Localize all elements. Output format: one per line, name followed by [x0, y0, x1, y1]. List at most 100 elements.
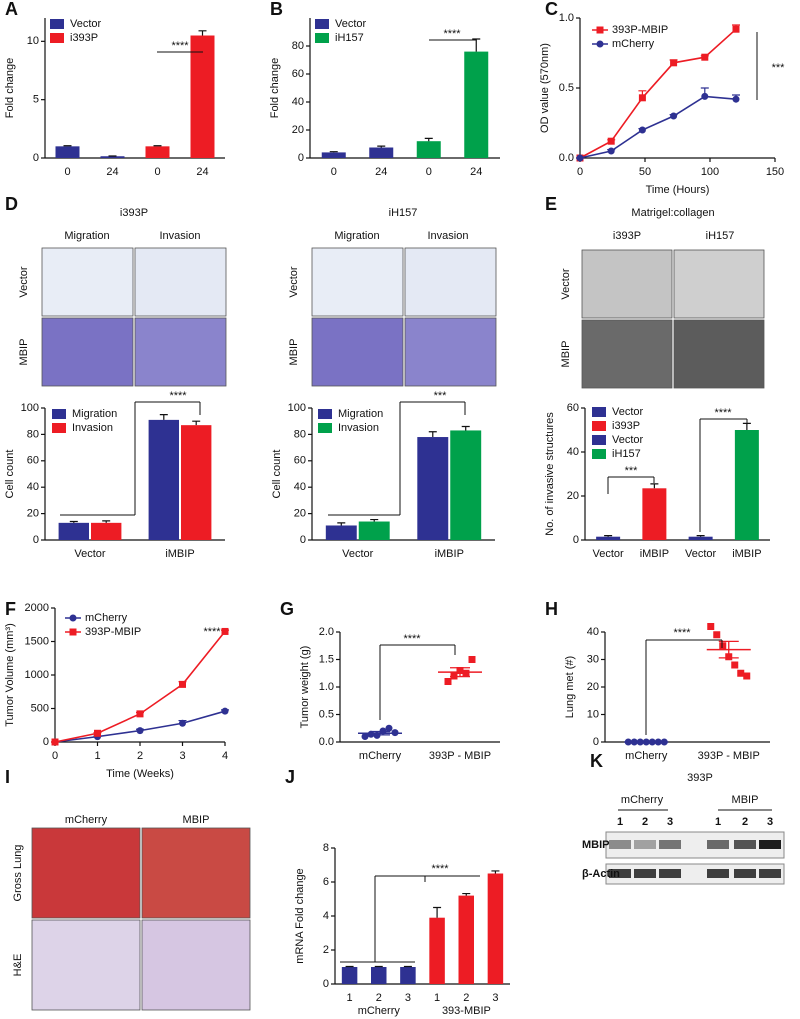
y-tick-label: 60: [567, 402, 579, 414]
legend-label: Invasion: [72, 422, 113, 434]
sem-bar: [370, 730, 390, 736]
photo: [141, 919, 251, 1011]
blot-band: [609, 840, 631, 849]
marker: [361, 733, 369, 740]
row-label: Gross Lung: [12, 845, 24, 902]
bar: [321, 152, 346, 158]
legend-label: Vector: [612, 434, 644, 446]
y-tick-label: 10: [587, 708, 599, 720]
bar: [371, 967, 387, 984]
legend-marker: [596, 40, 604, 48]
x-tick-label: 0: [426, 166, 432, 178]
y-tick-label: 8: [323, 842, 329, 854]
error-bar: [403, 965, 412, 968]
panel-letter: A: [5, 0, 18, 19]
y-tick-label: 4: [323, 910, 329, 922]
x-tick-label: 24: [470, 166, 482, 178]
blot-band: [707, 840, 729, 849]
error-bar: [159, 414, 168, 420]
marker: [670, 59, 678, 67]
bar: [341, 967, 358, 984]
x-tick-label: 1: [434, 992, 440, 1004]
error-bar: [433, 906, 442, 918]
y-tick-label: 20: [294, 508, 306, 520]
bar: [734, 430, 759, 540]
x-tick-label: iMBIP: [640, 548, 669, 560]
micrograph: [404, 317, 497, 387]
blot-title: 393P: [687, 772, 713, 784]
blot: [605, 863, 785, 885]
legend-swatch: [592, 435, 606, 445]
significance-label: ****: [673, 627, 691, 639]
y-axis-label: OD value (570nm): [539, 43, 551, 133]
marker: [385, 724, 393, 732]
legend-label: i393P: [70, 32, 98, 44]
y-tick-label: 80: [294, 428, 306, 440]
blot-band: [659, 840, 681, 849]
y-axis-label: Fold change: [269, 58, 281, 119]
y-tick-label: 1.0: [319, 681, 334, 693]
y-tick-label: 1.5: [319, 653, 334, 665]
blot-band: [609, 869, 631, 878]
significance-label: ****: [203, 626, 221, 638]
y-tick-label: 0.5: [319, 708, 334, 720]
x-tick-label: 150: [766, 166, 784, 178]
error-bar: [370, 518, 379, 522]
bar: [400, 967, 416, 984]
legend-label: Invasion: [338, 422, 379, 434]
legend-swatch: [315, 19, 329, 29]
x-tick-label: 24: [196, 166, 208, 178]
micrograph: [673, 319, 765, 389]
marker: [179, 680, 186, 688]
bar: [416, 141, 441, 158]
group-label: mCherry: [621, 794, 664, 806]
y-axis-label: Cell count: [271, 450, 283, 499]
y-tick-label: 0.5: [559, 82, 574, 94]
bar: [91, 522, 122, 540]
x-tick-label: 3: [492, 992, 498, 1004]
x-tick-label: mCherry: [625, 750, 668, 762]
marker: [221, 627, 229, 635]
x-tick-label: 1: [347, 992, 353, 1004]
series-line: [579, 28, 737, 159]
marker: [670, 112, 678, 120]
x-tick-label: Vector: [342, 548, 374, 560]
y-tick-label: 0: [298, 152, 304, 164]
marker: [732, 95, 740, 103]
marker: [707, 623, 715, 630]
row-label: β-Actin: [582, 868, 620, 880]
marker: [179, 719, 186, 727]
marker: [444, 678, 452, 685]
y-axis-label: mRNA Fold change: [294, 868, 306, 963]
marker: [638, 94, 646, 102]
error-bar: [69, 520, 78, 523]
bar: [458, 895, 474, 984]
bar: [369, 147, 394, 158]
legend-label: mCherry: [612, 38, 655, 50]
micrograph: [404, 247, 497, 317]
micrograph: [673, 249, 765, 319]
significance-label: ****: [169, 390, 187, 402]
y-tick-label: 1.0: [559, 12, 574, 24]
error-bar: [696, 535, 705, 537]
y-tick-label: 0: [593, 736, 599, 748]
legend-label: iH157: [612, 448, 641, 460]
column-label: MBIP: [183, 814, 210, 826]
column-label: iH157: [706, 230, 735, 242]
row-label: MBIP: [18, 339, 30, 366]
bar: [464, 51, 489, 158]
error-bar: [337, 522, 346, 526]
bar: [148, 419, 179, 540]
x-axis-label: Time (Weeks): [106, 768, 174, 780]
legend-swatch: [52, 409, 66, 419]
blot-band: [707, 869, 729, 878]
y-tick-label: 80: [27, 428, 39, 440]
x-tick-label: 0: [577, 166, 583, 178]
sem-bar: [450, 667, 470, 678]
panel-letter: H: [545, 599, 558, 619]
micrograph: [41, 247, 134, 317]
micrograph: [41, 317, 134, 387]
y-tick-label: 0: [33, 152, 39, 164]
row-label: Vector: [288, 266, 300, 298]
